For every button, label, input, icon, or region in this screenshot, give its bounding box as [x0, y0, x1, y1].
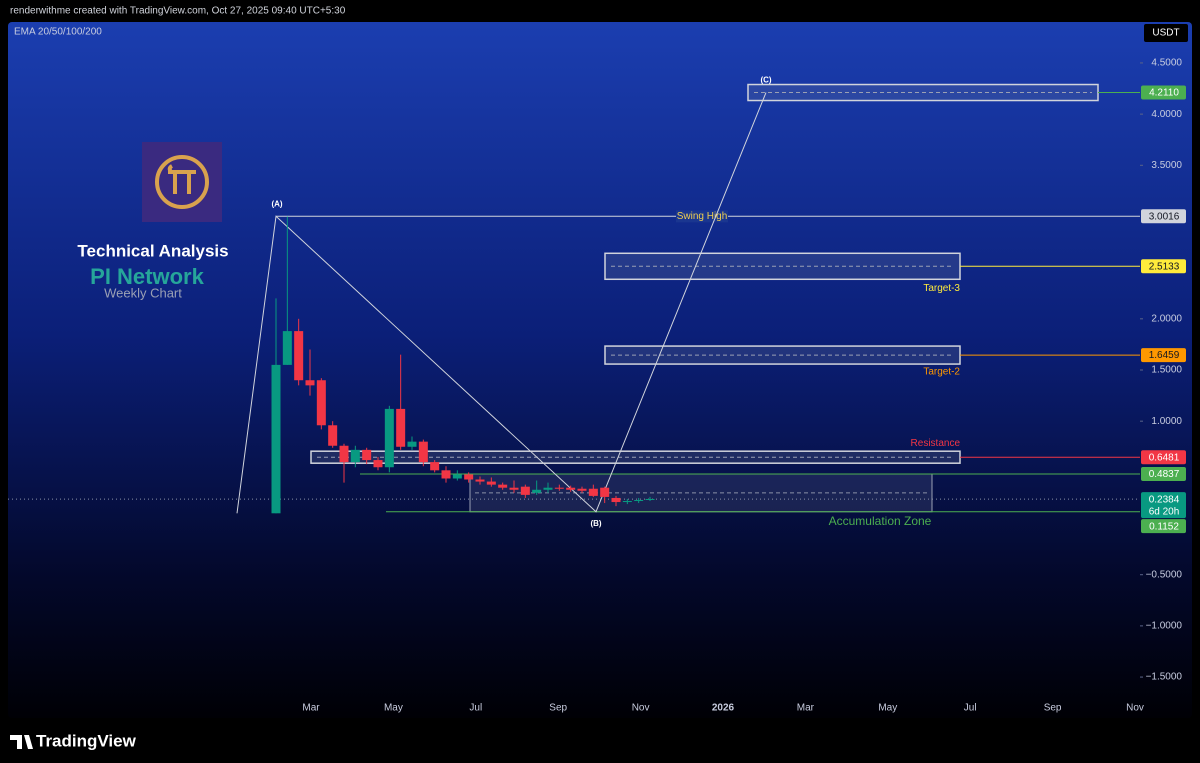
- candle-body: [418, 441, 428, 463]
- candle-body: [554, 487, 564, 489]
- price-label-box: [1141, 467, 1186, 482]
- x-tick-label: Mar: [302, 703, 320, 714]
- candle-body: [305, 380, 315, 386]
- price-label: 3.0016: [1149, 211, 1180, 222]
- candle-body: [520, 486, 530, 495]
- candle-body: [577, 488, 587, 491]
- price-label-box: [1141, 450, 1186, 465]
- candle-body: [362, 449, 372, 461]
- currency-box: [1144, 24, 1188, 42]
- candle-body: [294, 331, 304, 381]
- price-label-box: [1141, 348, 1186, 363]
- candle-body: [645, 498, 655, 500]
- price-label: 0.6481: [1149, 452, 1180, 463]
- wave-label: (A): [271, 199, 282, 208]
- wave-label: (B): [590, 519, 601, 528]
- candle-body: [441, 470, 451, 479]
- level-name: Target-3: [923, 283, 960, 294]
- logo-ring: [155, 155, 209, 209]
- price-label-box: [1141, 85, 1186, 100]
- countdown-label: 6d 20h: [1149, 506, 1180, 517]
- chart-subtitle: PI Network: [90, 264, 204, 289]
- candle-body: [634, 499, 644, 502]
- x-tick-label: May: [878, 703, 897, 714]
- price-label: 0.1152: [1149, 521, 1179, 532]
- candle-body: [622, 501, 632, 503]
- level-name: Accumulation Zone: [829, 514, 932, 528]
- annotation: Weekly Chart: [104, 285, 182, 300]
- y-tick-label: 2.0000: [1151, 313, 1182, 324]
- x-tick-label: May: [384, 703, 403, 714]
- currency: USDT: [1152, 28, 1179, 39]
- x-tick-label: Sep: [549, 703, 567, 714]
- candle-body: [611, 497, 621, 503]
- y-tick-label: 3.5000: [1151, 160, 1182, 171]
- candle-body: [532, 489, 542, 493]
- wave-line: [236, 92, 767, 514]
- wave-label: (C): [760, 76, 771, 85]
- candle-body: [430, 462, 440, 471]
- price-label-box: [1141, 209, 1186, 224]
- candle-body: [475, 479, 485, 482]
- level-name: Resistance: [911, 438, 961, 449]
- logo: [142, 142, 222, 222]
- brand-mark: [10, 735, 33, 749]
- price-label-box: [1141, 492, 1186, 519]
- chart-title: Technical Analysis: [77, 241, 228, 260]
- x-tick-label: Mar: [797, 703, 815, 714]
- candle-body: [452, 474, 462, 479]
- candle-body: [316, 380, 326, 426]
- candle-body: [498, 484, 508, 488]
- candle-body: [373, 460, 383, 468]
- price-label: 1.6459: [1149, 350, 1180, 361]
- candle-body: [339, 445, 349, 463]
- price-label: 4.2110: [1149, 88, 1179, 99]
- y-tick-label: −1.0000: [1146, 621, 1183, 632]
- y-tick-label: 1.0000: [1151, 416, 1182, 427]
- logo-pi: [167, 164, 196, 194]
- y-tick-label: 4.0000: [1151, 109, 1182, 120]
- price-label-box: [1141, 519, 1186, 534]
- level-name: Swing High: [677, 211, 728, 222]
- price-label: 2.5133: [1149, 261, 1180, 272]
- price-label-box: [1141, 259, 1186, 274]
- brand: TradingView: [36, 731, 137, 750]
- candle-body: [486, 481, 496, 485]
- x-tick-label: Jul: [964, 703, 977, 714]
- candle-body: [566, 487, 576, 490]
- candle-body: [328, 425, 338, 446]
- candle-body: [464, 474, 474, 480]
- candle-body: [509, 487, 519, 490]
- chart-panel: [8, 22, 1192, 718]
- candle-body: [384, 408, 394, 468]
- candle-body: [600, 487, 610, 497]
- x-tick-label: Nov: [632, 703, 650, 714]
- indicator: EMA 20/50/100/200: [14, 27, 102, 38]
- level-name: Target-2: [923, 367, 960, 378]
- logo-bg: [142, 142, 222, 222]
- price-label: 0.4837: [1149, 469, 1180, 480]
- candle-body: [588, 488, 598, 496]
- y-tick-label: −0.5000: [1146, 569, 1183, 580]
- y-tick-label: 1.5000: [1151, 365, 1182, 376]
- footer-logo: TradingView: [10, 731, 137, 750]
- candle-body: [271, 364, 281, 514]
- x-tick-label: Jul: [469, 703, 482, 714]
- candle-body: [282, 331, 292, 365]
- y-tick-label: 4.5000: [1151, 58, 1182, 69]
- y-tick-label: −1.5000: [1146, 672, 1183, 683]
- credit: renderwithme created with TradingView.co…: [10, 6, 346, 17]
- x-tick-label: Nov: [1126, 703, 1144, 714]
- price-label: 0.2384: [1149, 494, 1180, 505]
- x-tick-label: Sep: [1044, 703, 1062, 714]
- candle-body: [396, 408, 406, 447]
- candle-body: [543, 487, 553, 490]
- candle-body: [350, 449, 360, 463]
- x-tick-label: 2026: [712, 703, 735, 714]
- candle-body: [407, 441, 417, 447]
